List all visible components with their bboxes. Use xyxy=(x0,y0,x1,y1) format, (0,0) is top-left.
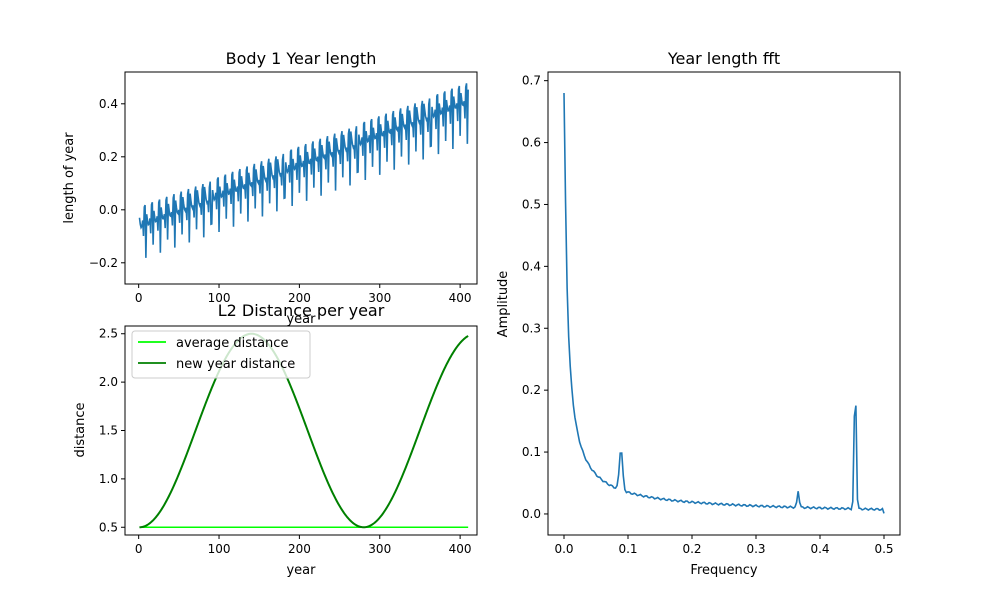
ytick-label: −0.2 xyxy=(89,256,118,270)
xtick-label: 100 xyxy=(208,542,231,556)
fft-axes: Year length fft Frequency Amplitude 0.0 0… xyxy=(496,49,901,578)
year-length-line xyxy=(138,83,469,258)
ytick-label: 0.1 xyxy=(522,445,541,459)
ytick-label: 0.4 xyxy=(522,259,541,273)
l2-distance-title: L2 Distance per year xyxy=(218,301,385,320)
l2-distance-ylabel: distance xyxy=(73,402,88,457)
xtick-label: 0.4 xyxy=(810,542,829,556)
ytick-label: 0.5 xyxy=(522,197,541,211)
ytick-label: 0.2 xyxy=(99,150,118,164)
ytick-label: 0.7 xyxy=(522,74,541,88)
year-length-frame xyxy=(124,71,478,285)
ytick-label: 1.5 xyxy=(99,424,118,438)
xtick-label: 200 xyxy=(288,542,311,556)
l2-distance-frame xyxy=(124,325,478,536)
legend-label-new-year-distance: new year distance xyxy=(176,357,295,372)
ytick-label: 0.2 xyxy=(522,383,541,397)
ytick-label: 1.0 xyxy=(99,472,118,486)
fft-ylabel: Amplitude xyxy=(496,271,511,338)
l2-distance-legend: average distance new year distance xyxy=(131,330,311,379)
xtick-label: 0.5 xyxy=(874,542,893,556)
xtick-label: 0 xyxy=(135,542,143,556)
year-length-xlabel: year xyxy=(286,312,316,327)
year-length-ylabel: length of year xyxy=(62,132,77,224)
ytick-label: 0.3 xyxy=(522,321,541,335)
year-length-axes: Body 1 Year length year length of year 0… xyxy=(62,49,478,327)
xtick-label: 0.2 xyxy=(682,542,701,556)
xtick-label: 100 xyxy=(208,291,231,305)
fft-line xyxy=(563,93,885,514)
year-length-plot-area xyxy=(138,83,469,258)
xtick-label: 0 xyxy=(135,291,143,305)
ytick-label: 2.5 xyxy=(99,327,118,341)
ytick-label: 0.4 xyxy=(99,97,118,111)
fft-frame xyxy=(547,71,901,536)
xtick-label: 0.3 xyxy=(746,542,765,556)
fft-xlabel: Frequency xyxy=(690,563,757,578)
year-length-ticks: 0 100 200 300 400 −0.2 0.0 0.2 0.4 xyxy=(89,97,472,305)
xtick-label: 0.0 xyxy=(554,542,573,556)
l2-distance-xlabel: year xyxy=(286,563,316,578)
year-length-title: Body 1 Year length xyxy=(226,49,377,68)
fft-plot-area xyxy=(563,93,885,514)
l2-distance-ticks: 0 100 200 300 400 0.5 1.0 1.5 2.0 2.5 xyxy=(99,327,472,556)
ytick-label: 0.0 xyxy=(522,507,541,521)
ytick-label: 0.5 xyxy=(99,520,118,534)
new-year-distance-line xyxy=(139,332,469,529)
xtick-label: 0.1 xyxy=(618,542,637,556)
xtick-label: 300 xyxy=(368,542,391,556)
legend-box xyxy=(131,330,311,379)
xtick-label: 400 xyxy=(449,542,472,556)
xtick-label: 200 xyxy=(288,291,311,305)
xtick-label: 400 xyxy=(449,291,472,305)
l2-distance-axes: 0 100 200 300 400 0.5 1.0 1.5 2.0 2.5 L2 Distance… xyxy=(73,301,478,578)
fft-title: Year length fft xyxy=(667,49,780,68)
ytick-label: 2.0 xyxy=(99,375,118,389)
legend-label-average-distance: average distance xyxy=(176,336,288,351)
fft-ticks: 0.0 0.1 0.2 0.3 0.4 0.5 0.0 0.1 0.2 0.3 0.4 0.5 0.6 0… xyxy=(522,74,894,556)
l2-distance-plot-area xyxy=(139,332,469,529)
ytick-label: 0.6 xyxy=(522,136,541,150)
ytick-label: 0.0 xyxy=(99,203,118,217)
xtick-label: 300 xyxy=(368,291,391,305)
